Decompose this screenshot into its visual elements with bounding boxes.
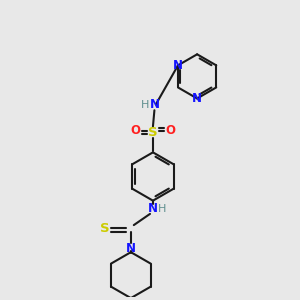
Text: O: O [165,124,175,137]
Text: N: N [192,92,202,105]
Text: N: N [149,98,159,111]
Text: N: N [148,202,158,215]
Text: N: N [126,242,136,255]
Text: H: H [141,100,149,110]
Text: S: S [100,221,109,235]
Text: H: H [158,204,166,214]
Text: N: N [173,59,183,72]
Text: S: S [148,126,158,139]
Text: O: O [131,124,141,137]
